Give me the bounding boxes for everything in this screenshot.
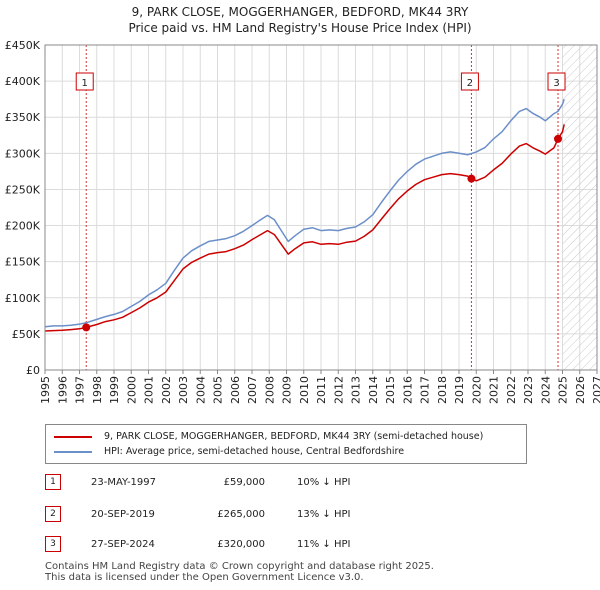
y-tick-label: £0 <box>26 364 40 377</box>
footer: Contains HM Land Registry data © Crown c… <box>45 561 434 583</box>
x-tick-label: 2023 <box>522 376 535 404</box>
x-tick-label: 2011 <box>315 376 328 404</box>
footer-licence: This data is licensed under the Open Gov… <box>45 572 364 583</box>
footer-copyright: Contains HM Land Registry data © Crown c… <box>45 561 434 572</box>
y-tick-label: £100K <box>5 292 41 305</box>
transaction-price: £320,000 <box>217 539 265 550</box>
price-paid-series-line <box>44 124 565 332</box>
legend-item-price: 9, PARK CLOSE, MOGGERHANGER, BEDFORD, MK… <box>54 430 483 444</box>
y-tick-label: £150K <box>5 256 41 269</box>
x-tick-label: 1995 <box>39 376 52 404</box>
x-tick-label: 2006 <box>229 376 242 404</box>
sale-label-box <box>75 72 94 91</box>
y-tick-label: £450K <box>5 39 41 52</box>
x-tick-label: 2009 <box>281 376 294 404</box>
sale-label-box <box>460 72 479 91</box>
x-tick-label: 1997 <box>74 376 87 404</box>
y-tick-label: £200K <box>5 220 41 233</box>
x-tick-label: 2024 <box>539 376 552 404</box>
x-tick-label: 2016 <box>401 376 414 404</box>
x-tick-label: 2018 <box>436 376 449 404</box>
sale-markers <box>82 134 563 332</box>
legend-label-price: 9, PARK CLOSE, MOGGERHANGER, BEDFORD, MK… <box>104 431 484 442</box>
transaction-number: 1 <box>45 474 61 490</box>
sale-marker-point <box>82 323 91 332</box>
legend-item-hpi: HPI: Average price, semi-detached house,… <box>54 445 404 459</box>
axes: £0 £50K £100K £150K £200K £250K £300K £350K £400… <box>5 39 600 404</box>
transaction-hpi-diff: 10% ↓ HPI <box>297 477 351 488</box>
chart-title: 9, PARK CLOSE, MOGGERHANGER, BEDFORD, MK… <box>131 5 469 19</box>
x-tick-label: 2005 <box>212 376 225 404</box>
transaction-date: 27-SEP-2024 <box>91 539 155 550</box>
x-tick-label: 2013 <box>350 376 363 404</box>
sale-label: 3 <box>553 78 559 89</box>
grid <box>44 44 598 371</box>
transaction-number: 3 <box>45 536 61 552</box>
x-tick-label: 2021 <box>488 376 501 404</box>
y-tick-label: £50K <box>12 328 41 341</box>
y-tick-label: £300K <box>5 147 41 160</box>
transaction-hpi-diff: 11% ↓ HPI <box>297 539 351 550</box>
sale-marker-point <box>554 134 563 143</box>
y-tick-label: £400K <box>5 75 41 88</box>
transaction-hpi-diff: 13% ↓ HPI <box>297 509 351 520</box>
series <box>44 98 565 332</box>
x-tick-label: 2004 <box>194 376 207 404</box>
x-tick-label: 2008 <box>263 376 276 404</box>
x-tick-label: 2027 <box>591 376 600 404</box>
x-tick-label: 2026 <box>574 376 587 404</box>
transaction-price: £59,000 <box>223 477 265 488</box>
x-tick-label: 2002 <box>160 376 173 404</box>
x-tick-label: 2014 <box>367 376 380 404</box>
legend: 9, PARK CLOSE, MOGGERHANGER, BEDFORD, MK… <box>45 424 527 464</box>
forecast-hatch-area <box>562 45 597 370</box>
x-tick-label: 2001 <box>143 376 156 404</box>
x-tick-label: 2012 <box>332 376 345 404</box>
sale-label-box <box>547 72 566 91</box>
x-tick-label: 2015 <box>384 376 397 404</box>
sale-date-lines: 1 2 3 <box>75 45 566 370</box>
transaction-date: 23-MAY-1997 <box>91 477 157 488</box>
x-tick-label: 2022 <box>505 376 518 404</box>
plot-frame <box>44 44 598 371</box>
x-tick-label: 2007 <box>246 376 259 404</box>
chart-subtitle: Price paid vs. HM Land Registry's House … <box>128 21 472 35</box>
hpi-series-line <box>44 98 565 328</box>
legend-swatch-hpi <box>54 450 92 453</box>
x-tick-label: 1998 <box>91 376 104 404</box>
sale-marker-point <box>467 174 476 183</box>
x-tick-label: 2003 <box>177 376 190 404</box>
transaction-number: 2 <box>45 506 61 522</box>
sale-label: 2 <box>467 78 473 89</box>
y-tick-label: £250K <box>5 183 41 196</box>
legend-label-hpi: HPI: Average price, semi-detached house,… <box>104 446 405 457</box>
x-tick-label: 2020 <box>470 376 483 404</box>
price-chart: 1 2 3 £0 £50K £100K £150K £200K £250K £300K £350K… <box>5 39 600 404</box>
x-tick-label: 2017 <box>419 376 432 404</box>
x-tick-label: 2025 <box>557 376 570 404</box>
y-tick-label: £350K <box>5 111 41 124</box>
chart-title-block: 9, PARK CLOSE, MOGGERHANGER, BEDFORD, MK… <box>0 4 600 36</box>
x-tick-label: 2019 <box>453 376 466 404</box>
x-tick-label: 2000 <box>125 376 138 404</box>
x-tick-label: 1996 <box>56 376 69 404</box>
transaction-price: £265,000 <box>217 509 265 520</box>
sale-label: 1 <box>82 78 88 89</box>
transaction-date: 20-SEP-2019 <box>91 509 155 520</box>
legend-swatch-price <box>54 435 92 438</box>
x-tick-label: 2010 <box>298 376 311 404</box>
x-tick-label: 1999 <box>108 376 121 404</box>
